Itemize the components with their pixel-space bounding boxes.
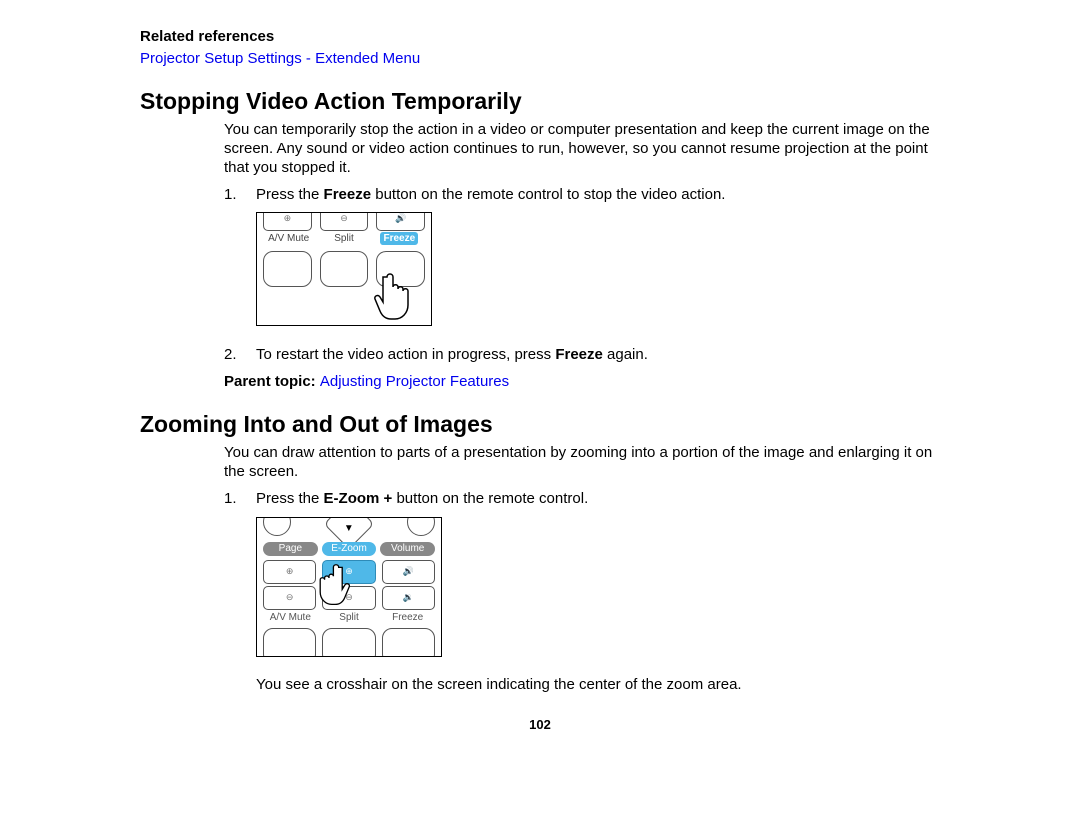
related-references-heading: Related references xyxy=(140,28,940,47)
label-split2: Split xyxy=(322,612,377,625)
section1-body: You can temporarily stop the action in a… xyxy=(224,121,940,391)
step-number: 1. xyxy=(224,186,256,205)
arrow-down-icon: ▼ xyxy=(344,517,354,535)
remote-btn-minus: ⊖ xyxy=(320,212,369,231)
parent-topic-label: Parent topic: xyxy=(224,373,320,390)
bold-ezoom: E-Zoom + xyxy=(324,490,393,507)
link-adjusting-projector-features[interactable]: Adjusting Projector Features xyxy=(320,373,509,390)
btn-freeze2 xyxy=(382,628,435,657)
parent-topic-line: Parent topic: Adjusting Projector Featur… xyxy=(224,373,940,392)
link-projector-setup-settings[interactable]: Projector Setup Settings - Extended Menu xyxy=(140,50,420,67)
document-page: Related references Projector Setup Setti… xyxy=(0,0,1080,733)
section2-post-figure: You see a crosshair on the screen indica… xyxy=(256,676,940,695)
remote-btn-vol: 🔊 xyxy=(376,212,425,231)
bold-freeze: Freeze xyxy=(324,186,372,203)
step-text: To restart the video action in progress,… xyxy=(256,346,940,365)
bold-freeze: Freeze xyxy=(555,346,603,363)
label-avmute: A/V Mute xyxy=(263,233,314,246)
heading-stopping-video: Stopping Video Action Temporarily xyxy=(140,87,940,116)
btn-split2 xyxy=(322,628,375,657)
label-split: Split xyxy=(318,233,369,246)
label-avmute2: A/V Mute xyxy=(263,612,318,625)
btn-avmute xyxy=(263,251,312,287)
t: Press the xyxy=(256,490,324,507)
section2-intro: You can draw attention to parts of a pre… xyxy=(224,444,940,482)
freeze-highlight: Freeze xyxy=(380,232,418,245)
label-volume: Volume xyxy=(380,542,435,557)
ring-right xyxy=(407,517,435,536)
label-freeze: Freeze xyxy=(374,233,425,246)
btn-avmute2 xyxy=(263,628,316,657)
btn-vol-dn: 🔉 xyxy=(382,586,435,610)
t: button on the remote control to stop the… xyxy=(371,186,725,203)
section1-step2: 2. To restart the video action in progre… xyxy=(224,346,940,365)
remote-btn-plus: ⊕ xyxy=(263,212,312,231)
hand-icon xyxy=(373,269,423,325)
heading-zooming: Zooming Into and Out of Images xyxy=(140,410,940,439)
page-number: 102 xyxy=(140,717,940,733)
t: again. xyxy=(603,346,648,363)
remote-figure-ezoom: ▼ Page E-Zoom Volume ⊕ ⊕ 🔊 ⊖ ⊖ 🔉 A/ xyxy=(256,517,442,657)
t: To restart the video action in progress,… xyxy=(256,346,555,363)
ring-left xyxy=(263,517,291,536)
t: button on the remote control. xyxy=(392,490,588,507)
remote-figure-freeze: ⊕ ⊖ 🔊 A/V Mute Split Freeze xyxy=(256,212,432,326)
step-number: 2. xyxy=(224,346,256,365)
label-freeze2: Freeze xyxy=(380,612,435,625)
section2-step1: 1. Press the E-Zoom + button on the remo… xyxy=(224,490,940,509)
t: Press the xyxy=(256,186,324,203)
label-ezoom: E-Zoom xyxy=(322,542,377,557)
figure1-wrap: ⊕ ⊖ 🔊 A/V Mute Split Freeze xyxy=(256,212,940,332)
section2-body: You can draw attention to parts of a pre… xyxy=(224,444,940,695)
hand-icon xyxy=(307,560,351,610)
step-text: Press the E-Zoom + button on the remote … xyxy=(256,490,940,509)
btn-vol-up: 🔊 xyxy=(382,560,435,584)
step-number: 1. xyxy=(224,490,256,509)
section1-intro: You can temporarily stop the action in a… xyxy=(224,121,940,177)
figure2-wrap: ▼ Page E-Zoom Volume ⊕ ⊕ 🔊 ⊖ ⊖ 🔉 A/ xyxy=(256,517,940,663)
step-text: Press the Freeze button on the remote co… xyxy=(256,186,940,205)
section1-step1: 1. Press the Freeze button on the remote… xyxy=(224,186,940,205)
label-page: Page xyxy=(263,542,318,557)
btn-split xyxy=(320,251,369,287)
